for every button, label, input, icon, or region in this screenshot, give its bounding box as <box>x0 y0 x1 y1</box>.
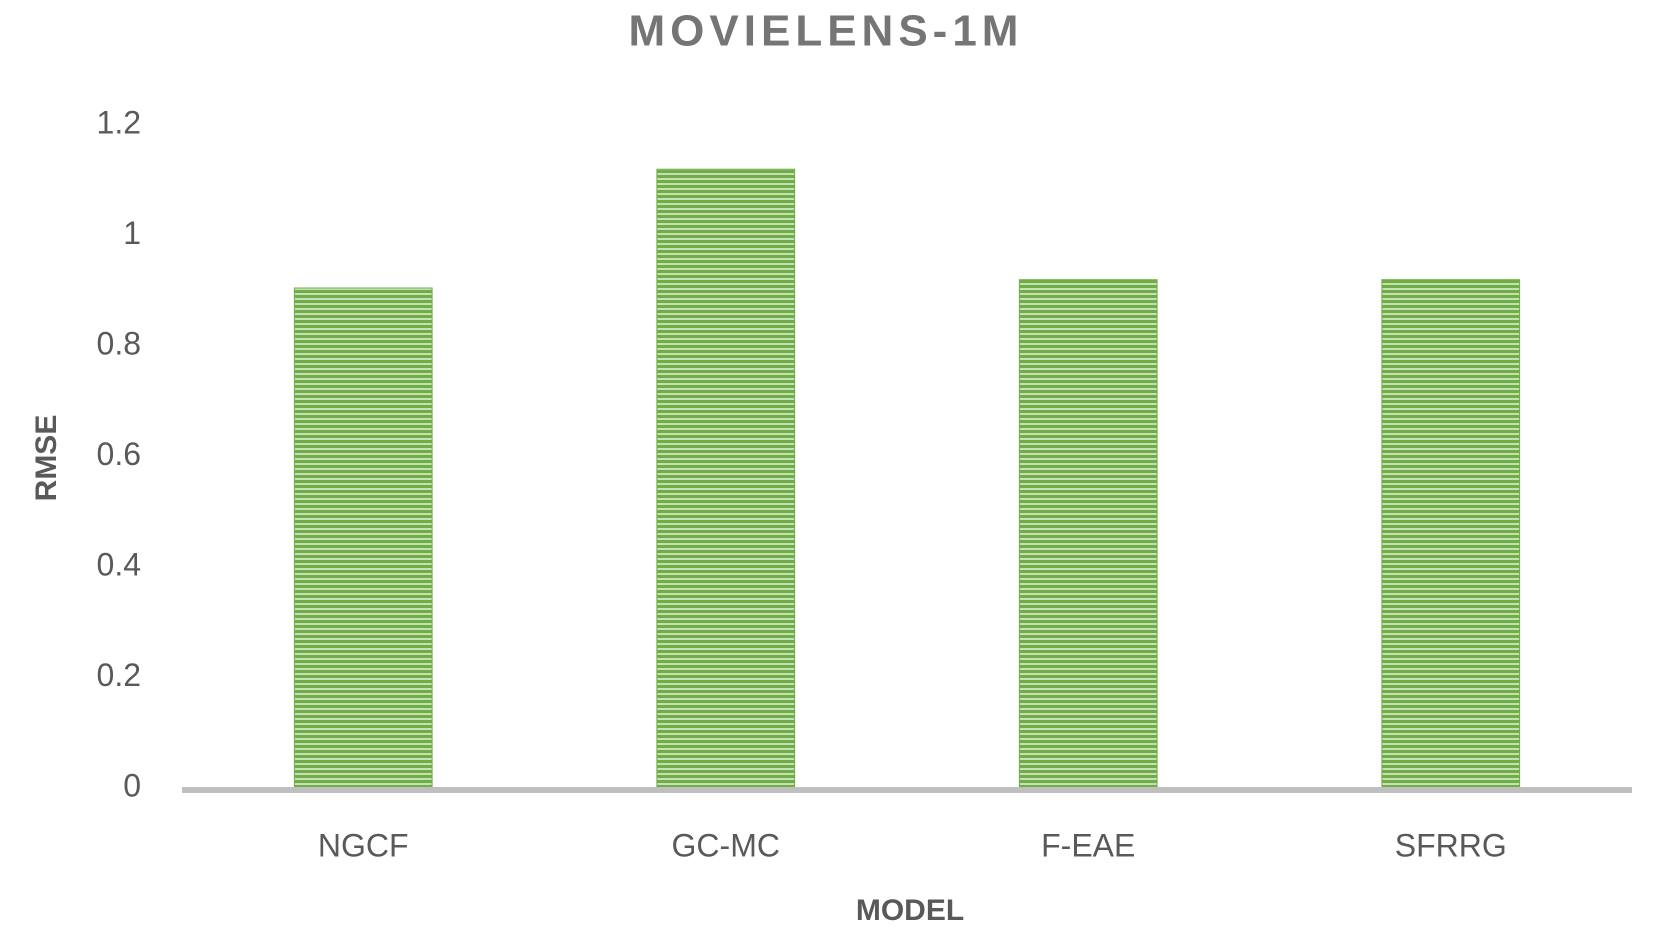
bar <box>293 287 433 789</box>
chart-title: MOVIELENS-1M <box>629 7 1024 56</box>
y-axis-title: RMSE <box>30 415 63 502</box>
x-tick-label: SFRRG <box>1395 827 1507 863</box>
y-tick-label: 0.8 <box>97 325 141 361</box>
x-tick-label: NGCF <box>318 827 409 863</box>
y-tick-label: 1.2 <box>97 104 141 140</box>
bar <box>1381 279 1521 789</box>
y-tick-label: 0.4 <box>97 546 141 582</box>
x-tick-label: F-EAE <box>1041 827 1135 863</box>
y-tick-label: 0 <box>123 767 141 803</box>
y-tick-label: 1 <box>123 215 141 251</box>
x-axis-title: MODEL <box>856 894 964 927</box>
bar <box>656 168 796 789</box>
x-tick-label: GC-MC <box>672 827 780 863</box>
y-tick-label: 0.2 <box>97 657 141 693</box>
bar <box>1018 279 1158 789</box>
y-tick-label: 0.6 <box>97 436 141 472</box>
